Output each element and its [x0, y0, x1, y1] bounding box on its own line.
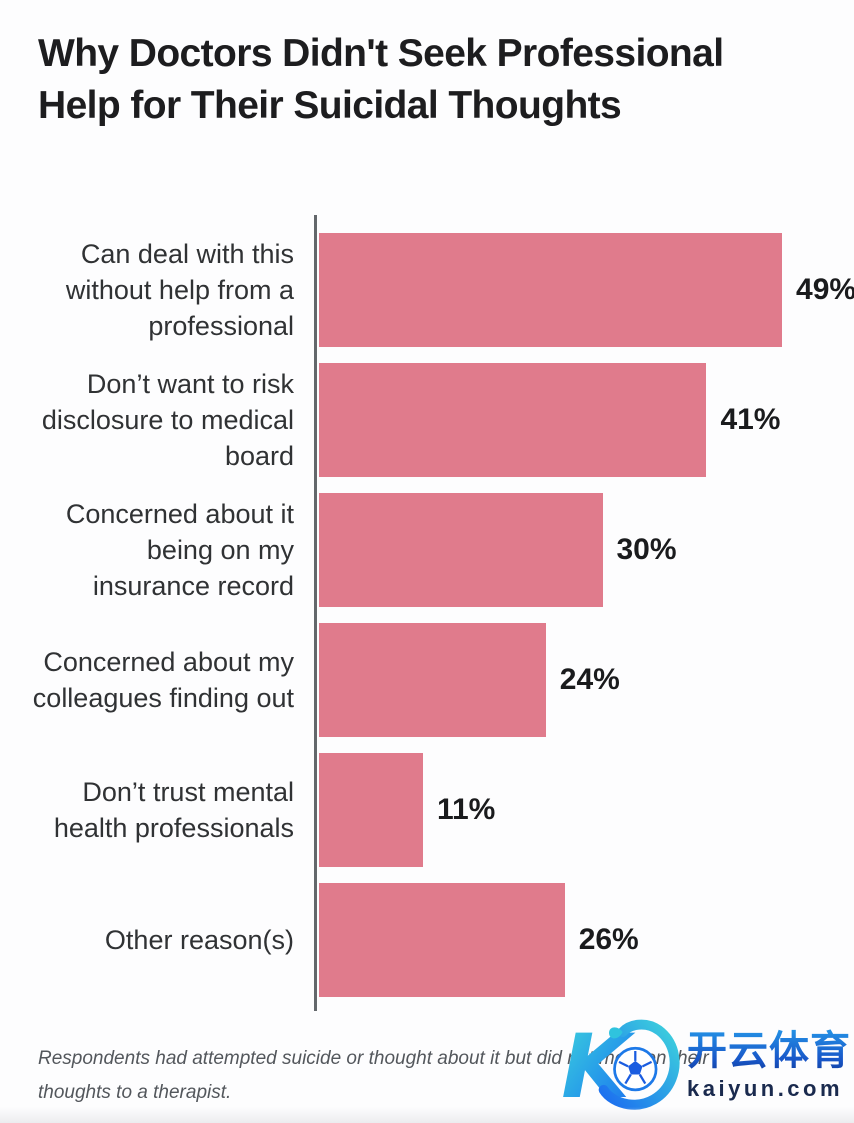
category-label-line: Can deal with this — [80, 239, 294, 269]
bar — [319, 883, 565, 997]
bar — [319, 623, 546, 737]
bar-cell: 41% — [306, 355, 854, 485]
bar-row: Other reason(s) 26% — [0, 875, 854, 1005]
bar-cell: 30% — [306, 485, 854, 615]
chart-title-line-2: Help for Their Suicidal Thoughts — [38, 84, 622, 127]
kaiyun-watermark-text: 开云体育 kaiyun.com — [687, 1029, 851, 1102]
bar-row: Can deal with this without help from a pro… — [0, 225, 854, 355]
category-label-line: Concerned about it — [65, 499, 294, 529]
category-label: Concerned about it being on my insurance r… — [0, 496, 306, 604]
value-label: 41% — [720, 403, 781, 436]
category-label-line: Other reason(s) — [104, 925, 294, 955]
category-label-line: professional — [148, 311, 294, 341]
category-label: Other reason(s) — [0, 922, 306, 958]
kaiyun-brand-name: 开云体育 — [687, 1028, 851, 1073]
bar-row: Don’t trust mental health professionals 1… — [0, 745, 854, 875]
category-label-line: Don’t want to risk — [86, 369, 294, 399]
bar-cell: 11% — [306, 745, 854, 875]
bar-chart: Can deal with this without help from a pro… — [0, 215, 854, 1015]
bar — [319, 753, 423, 867]
footnote-line-1: Respondents had attempted suicide or tho… — [38, 1048, 709, 1069]
category-label-line: health professionals — [53, 813, 294, 843]
category-label-line: insurance record — [92, 571, 294, 601]
category-label-line: board — [224, 441, 294, 471]
bar-cell: 49% — [306, 225, 854, 355]
bar-cell: 26% — [306, 875, 854, 1005]
bar-row: Don’t want to risk disclosure to medical b… — [0, 355, 854, 485]
category-label-line: colleagues finding out — [32, 683, 294, 713]
category-label: Don’t trust mental health professionals — [0, 774, 306, 846]
kaiyun-k-soccer-logo-icon: K — [563, 1015, 680, 1116]
category-label-line: disclosure to medical — [41, 405, 294, 435]
category-label: Don’t want to risk disclosure to medical b… — [0, 366, 306, 474]
category-label-line: Don’t trust mental — [82, 777, 294, 807]
chart-title-line-1: Why Doctors Didn't Seek Professional — [38, 32, 724, 75]
bar-cell: 24% — [306, 615, 854, 745]
page-bottom-fade — [0, 1107, 854, 1123]
footnote-line-2: thoughts to a therapist. — [38, 1082, 232, 1103]
value-label: 49% — [796, 273, 854, 306]
kaiyun-domain: kaiyun.com — [687, 1075, 844, 1101]
bar-row: Concerned about my colleagues finding out… — [0, 615, 854, 745]
value-label: 26% — [578, 923, 639, 956]
category-label-line: Concerned about my — [43, 647, 294, 677]
category-label-line: without help from a — [65, 275, 294, 305]
bar — [319, 233, 783, 347]
bar — [319, 363, 707, 477]
category-label: Concerned about my colleagues finding out — [0, 644, 306, 716]
value-label: 24% — [559, 663, 620, 696]
value-label: 11% — [436, 793, 496, 826]
bar-rows: Can deal with this without help from a pro… — [0, 225, 854, 1005]
category-label: Can deal with this without help from a pro… — [0, 236, 306, 344]
kaiyun-watermark: K 开云体育 kaiyun.com — [563, 1010, 854, 1120]
bar-row: Concerned about it being on my insurance r… — [0, 485, 854, 615]
value-label: 30% — [616, 533, 677, 566]
chart-footnote: Respondents had attempted suicide or tho… — [38, 1042, 838, 1110]
bar — [319, 493, 603, 607]
category-label-line: being on my — [146, 535, 294, 565]
y-axis-line — [314, 215, 317, 1011]
chart-title: Why Doctors Didn't Seek Professional Hel… — [38, 28, 838, 132]
